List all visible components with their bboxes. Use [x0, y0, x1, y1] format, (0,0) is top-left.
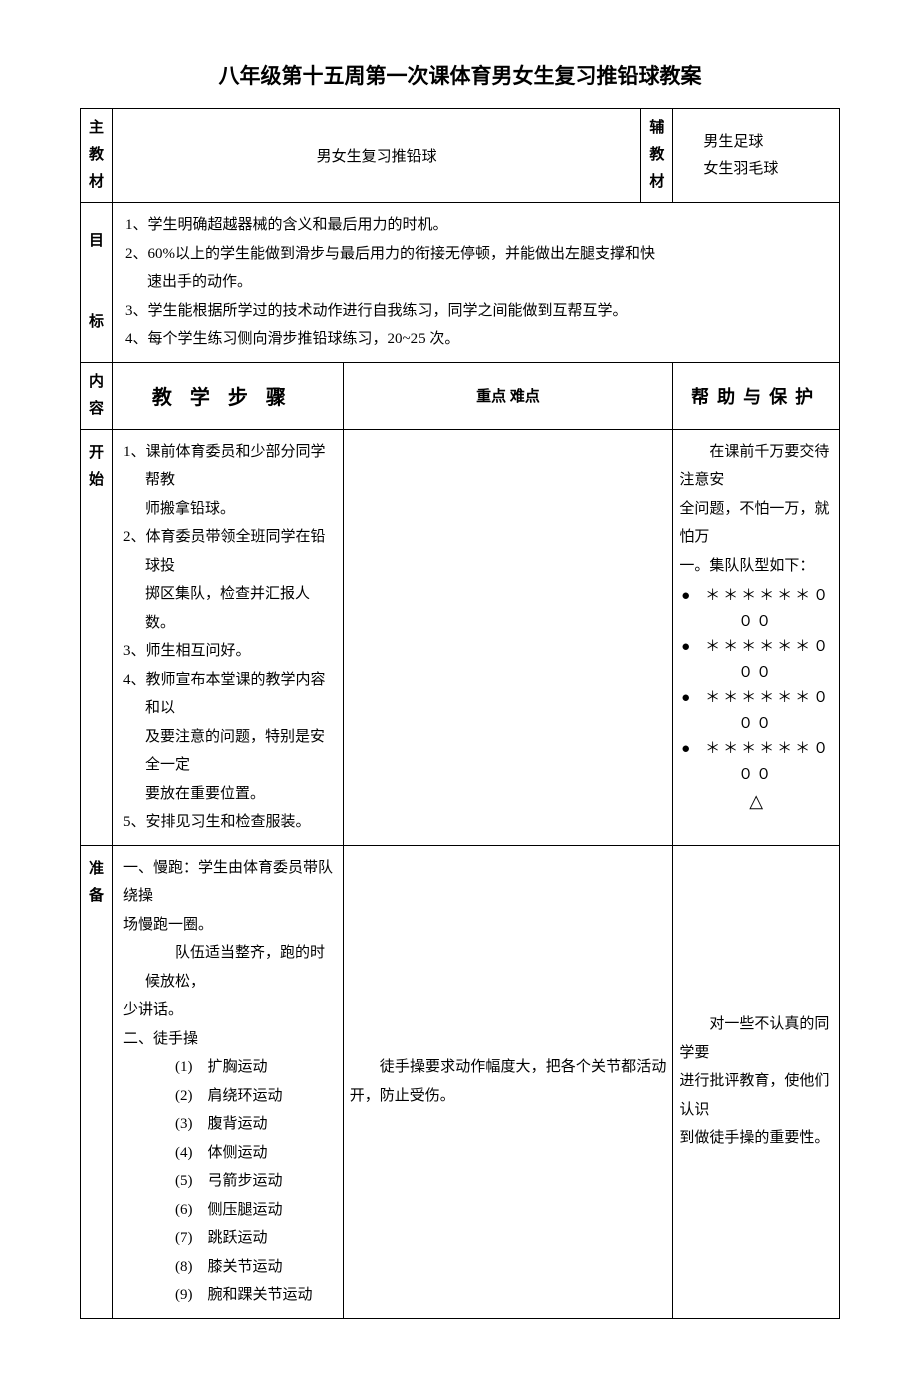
aux-material-label: 辅教材	[641, 109, 673, 203]
formation-row-2: ● ＊＊＊＊＊＊０００	[679, 635, 833, 686]
main-material-label: 主教材	[81, 109, 113, 203]
goal-3: 3、学生能根据所学过的技术动作进行自我练习，同学之间能做到互帮互学。	[119, 297, 833, 326]
focus-header: 重点 难点	[343, 362, 673, 429]
materials-row: 主教材 男女生复习推铅球 辅教材 男生足球 女生羽毛球	[81, 109, 840, 203]
goals-content: 1、学生明确超越器械的含义和最后用力的时机。 2、60%以上的学生能做到滑步与最…	[113, 203, 840, 363]
start-item-3: 3、师生相互问好。	[119, 637, 337, 666]
start-item-4-cont1: 及要注意的问题，特别是安全一定	[119, 723, 337, 780]
prep-row: 准备 一、慢跑：学生由体育委员带队绕操 场慢跑一圈。 队伍适当整齐，跑的时候放松…	[81, 845, 840, 1318]
exercise-9: (9) 腕和踝关节运动	[119, 1281, 337, 1310]
prep-focus: 徒手操要求动作幅度大，把各个关节都活动开，防止受伤。	[343, 845, 673, 1318]
prep-section1-note2: 少讲话。	[119, 996, 337, 1025]
goals-label: 目标	[81, 203, 113, 363]
formation-row-4: ● ＊＊＊＊＊＊０００	[679, 737, 833, 788]
prep-help-1: 对一些不认真的同学要	[679, 1010, 833, 1067]
exercise-1: (1) 扩胸运动	[119, 1053, 337, 1082]
start-focus	[343, 429, 673, 845]
formation-diagram: ● ＊＊＊＊＊＊０００ ● ＊＊＊＊＊＊０００ ● ＊＊＊＊＊＊０００ ● ＊＊…	[679, 584, 833, 819]
formation-row-1: ● ＊＊＊＊＊＊０００	[679, 584, 833, 635]
start-item-2-cont: 掷区集队，检查并汇报人数。	[119, 580, 337, 637]
start-item-4-cont2: 要放在重要位置。	[119, 780, 337, 809]
exercise-3: (3) 腹背运动	[119, 1110, 337, 1139]
prep-section1-note: 队伍适当整齐，跑的时候放松，	[119, 939, 337, 996]
goal-2: 2、60%以上的学生能做到滑步与最后用力的衔接无停顿，并能做出左腿支撑和快	[119, 240, 833, 269]
prep-focus-text: 徒手操要求动作幅度大，把各个关节都活动开，防止受伤。	[350, 1053, 667, 1110]
content-label: 内容	[81, 362, 113, 429]
aux-material-line2: 女生羽毛球	[703, 161, 778, 177]
prep-steps: 一、慢跑：学生由体育委员带队绕操 场慢跑一圈。 队伍适当整齐，跑的时候放松， 少…	[113, 845, 344, 1318]
prep-section1-cont: 场慢跑一圈。	[119, 911, 337, 940]
start-item-1: 1、课前体育委员和少部分同学帮教	[119, 438, 337, 495]
goals-row: 目标 1、学生明确超越器械的含义和最后用力的时机。 2、60%以上的学生能做到滑…	[81, 203, 840, 363]
document-title: 八年级第十五周第一次课体育男女生复习推铅球教案	[80, 60, 840, 90]
exercise-8: (8) 膝关节运动	[119, 1253, 337, 1282]
aux-material-line1: 男生足球	[703, 134, 763, 150]
exercise-2: (2) 肩绕环运动	[119, 1082, 337, 1111]
start-help: 在课前千万要交待注意安 全问题，不怕一万，就怕万 一。集队队型如下： ● ＊＊＊…	[673, 429, 840, 845]
exercise-4: (4) 体侧运动	[119, 1139, 337, 1168]
prep-help-2: 进行批评教育，使他们认识	[679, 1067, 833, 1124]
exercise-6: (6) 侧压腿运动	[119, 1196, 337, 1225]
help-header: 帮助与保护	[673, 362, 840, 429]
formation-row-3: ● ＊＊＊＊＊＊０００	[679, 686, 833, 737]
exercise-5: (5) 弓箭步运动	[119, 1167, 337, 1196]
start-help-1: 在课前千万要交待注意安	[679, 438, 833, 495]
start-item-4: 4、教师宣布本堂课的教学内容和以	[119, 666, 337, 723]
formation-triangle: △	[679, 788, 833, 819]
goal-2-cont: 速出手的动作。	[119, 268, 833, 297]
start-item-1-cont: 师搬拿铅球。	[119, 495, 337, 524]
start-item-2: 2、体育委员带领全班同学在铅球投	[119, 523, 337, 580]
start-steps: 1、课前体育委员和少部分同学帮教 师搬拿铅球。 2、体育委员带领全班同学在铅球投…	[113, 429, 344, 845]
start-row: 开始 1、课前体育委员和少部分同学帮教 师搬拿铅球。 2、体育委员带领全班同学在…	[81, 429, 840, 845]
lesson-plan-table: 主教材 男女生复习推铅球 辅教材 男生足球 女生羽毛球 目标 1、学生明确超越器…	[80, 108, 840, 1319]
goal-4: 4、每个学生练习侧向滑步推铅球练习，20~25 次。	[119, 325, 833, 354]
prep-section2: 二、徒手操	[119, 1025, 337, 1054]
prep-help-3: 到做徒手操的重要性。	[679, 1124, 833, 1153]
prep-help: 对一些不认真的同学要 进行批评教育，使他们认识 到做徒手操的重要性。	[673, 845, 840, 1318]
prep-label: 准备	[81, 845, 113, 1318]
main-material-value: 男女生复习推铅球	[113, 109, 641, 203]
content-header-row: 内容 教学步骤 重点 难点 帮助与保护	[81, 362, 840, 429]
goal-1: 1、学生明确超越器械的含义和最后用力的时机。	[119, 211, 833, 240]
exercise-7: (7) 跳跃运动	[119, 1224, 337, 1253]
start-label: 开始	[81, 429, 113, 845]
steps-header: 教学步骤	[113, 362, 344, 429]
aux-material-value: 男生足球 女生羽毛球	[673, 109, 840, 203]
start-item-5: 5、安排见习生和检查服装。	[119, 808, 337, 837]
start-help-2: 全问题，不怕一万，就怕万	[679, 495, 833, 552]
start-help-3: 一。集队队型如下：	[679, 552, 833, 581]
prep-section1: 一、慢跑：学生由体育委员带队绕操	[119, 854, 337, 911]
